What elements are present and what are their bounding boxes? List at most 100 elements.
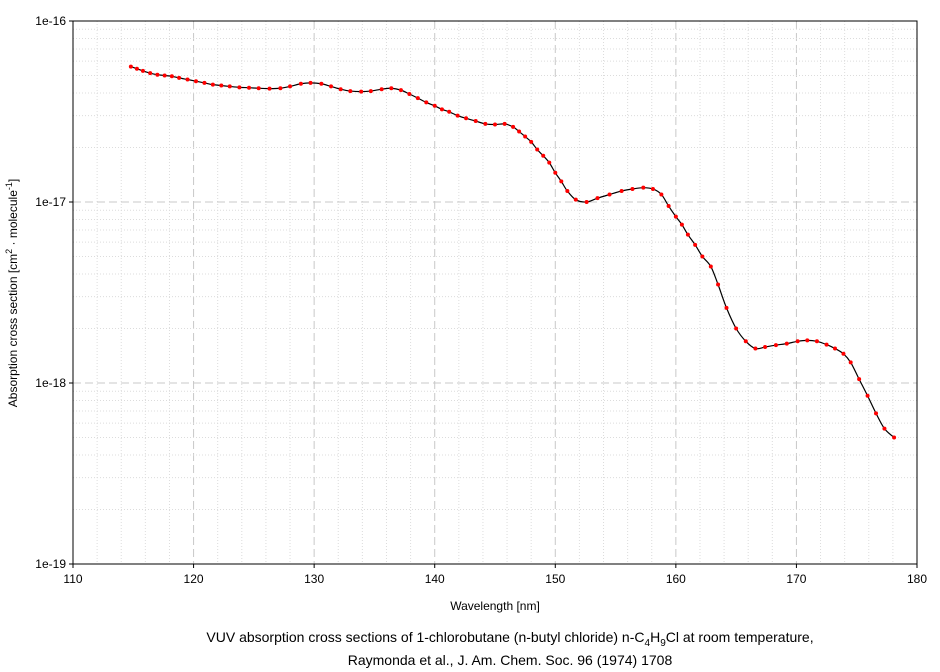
- data-point: [398, 88, 403, 93]
- data-point: [185, 77, 190, 82]
- data-point: [559, 179, 564, 184]
- data-point: [716, 282, 721, 287]
- x-tick-label: 110: [63, 572, 82, 586]
- data-point: [784, 341, 789, 346]
- data-point: [319, 81, 324, 86]
- data-point: [415, 96, 420, 101]
- data-point: [162, 73, 167, 78]
- data-point: [708, 264, 713, 269]
- series-line: [130, 66, 895, 438]
- data-point: [247, 85, 252, 90]
- data-point: [795, 339, 800, 344]
- x-tick-label: 160: [666, 572, 686, 586]
- data-point: [734, 326, 739, 331]
- x-tick-label: 150: [545, 572, 565, 586]
- data-point: [659, 192, 664, 197]
- data-point: [724, 305, 729, 310]
- data-point: [607, 192, 612, 197]
- data-point: [630, 186, 635, 191]
- y-tick-label: 1e-19: [35, 557, 66, 571]
- data-point: [865, 393, 870, 398]
- data-point: [424, 100, 429, 105]
- data-point: [841, 351, 846, 356]
- data-point: [824, 342, 829, 347]
- data-point: [368, 89, 373, 94]
- data-point: [553, 170, 558, 175]
- data-point: [389, 86, 394, 91]
- data-point: [535, 147, 540, 152]
- grid-lines: [72, 21, 918, 565]
- data-point: [743, 339, 748, 344]
- data-point: [595, 196, 600, 201]
- data-point: [210, 82, 215, 87]
- data-point: [874, 411, 879, 416]
- data-point: [455, 113, 460, 118]
- y-tick-label: 1e-17: [35, 195, 66, 209]
- data-point: [267, 86, 272, 91]
- data-point: [202, 80, 207, 85]
- data-point: [288, 84, 293, 89]
- data-point: [140, 68, 145, 73]
- data-point: [407, 92, 412, 97]
- data-point: [155, 72, 160, 77]
- data-point: [348, 89, 353, 94]
- data-point: [193, 79, 198, 84]
- data-point: [517, 129, 522, 134]
- x-tick-label: 180: [907, 572, 927, 586]
- data-point: [169, 74, 174, 79]
- data-point: [805, 338, 810, 343]
- x-axis-label: Wavelength [nm]: [450, 599, 540, 613]
- x-tick-label: 130: [304, 572, 324, 586]
- data-point: [256, 86, 261, 91]
- caption-line-2: Raymonda et al., J. Am. Chem. Soc. 96 (1…: [347, 652, 673, 668]
- data-point: [693, 242, 698, 247]
- data-point: [547, 160, 552, 165]
- data-point: [493, 122, 497, 127]
- y-axis-ticks: 1e-19 1e-18 1e-17 1e-16: [35, 14, 73, 571]
- data-point: [584, 200, 589, 204]
- data-point: [848, 360, 853, 365]
- data-point: [666, 204, 671, 209]
- data-point: [619, 189, 624, 194]
- data-point: [753, 346, 758, 351]
- data-point: [502, 121, 507, 126]
- data-point: [447, 109, 452, 114]
- data-point: [379, 87, 384, 92]
- y-tick-label: 1e-16: [35, 14, 66, 28]
- data-point: [298, 81, 303, 86]
- x-axis-ticks: 110 120 130 140 150 160 170 180: [63, 564, 927, 586]
- data-point: [573, 197, 578, 202]
- data-point: [219, 83, 224, 88]
- data-point: [523, 134, 528, 139]
- data-point: [329, 84, 334, 89]
- data-point: [685, 232, 690, 237]
- x-tick-label: 120: [184, 572, 204, 586]
- data-point: [439, 107, 444, 112]
- y-tick-label: 1e-18: [35, 376, 66, 390]
- data-point: [814, 339, 819, 344]
- data-point: [134, 66, 139, 71]
- data-point: [857, 377, 862, 382]
- data-point: [308, 80, 313, 85]
- data-point: [529, 139, 534, 144]
- data-point: [359, 89, 364, 94]
- data-point: [565, 189, 570, 194]
- data-point: [227, 84, 232, 89]
- data-point: [833, 346, 838, 351]
- data-point: [338, 87, 343, 92]
- caption-line-1: VUV absorption cross sections of 1-chlor…: [206, 629, 814, 649]
- data-markers: [128, 64, 897, 440]
- data-point: [773, 343, 778, 348]
- data-point: [128, 64, 133, 69]
- data-point: [763, 345, 768, 350]
- data-point: [237, 85, 242, 90]
- x-tick-label: 170: [786, 572, 806, 586]
- data-point: [650, 186, 655, 191]
- data-point: [700, 254, 705, 259]
- data-point: [473, 119, 478, 124]
- data-point: [148, 71, 153, 76]
- data-point: [511, 124, 516, 129]
- data-point: [177, 75, 182, 80]
- x-tick-label: 140: [425, 572, 445, 586]
